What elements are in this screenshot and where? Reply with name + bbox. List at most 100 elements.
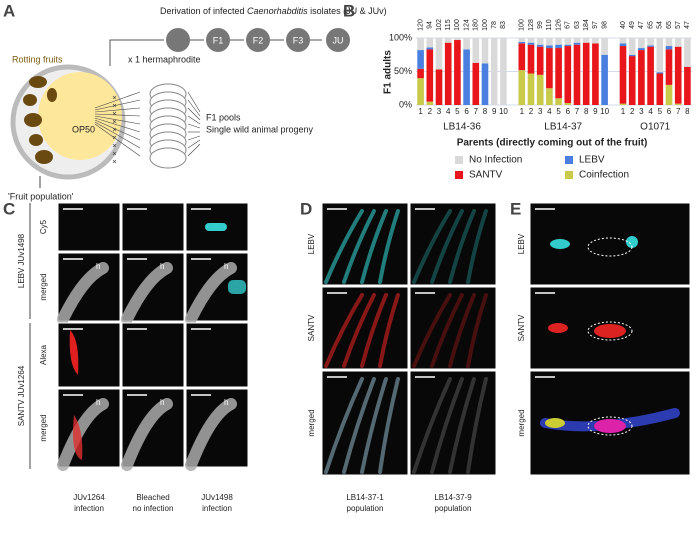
bar-segment [638,38,645,49]
panel-letter: B [343,1,355,20]
bar-segment [674,38,682,47]
pool-line [94,107,141,113]
micrograph [121,322,185,388]
pool-arrow [187,139,201,149]
bar-segment [546,48,553,89]
bar-segment [444,42,452,105]
total-label: 67 [565,21,572,29]
legend-label: SANTV [469,170,503,181]
cross [112,103,117,108]
node-label: JU [333,35,344,45]
worm [324,293,364,368]
bar-segment [417,78,424,105]
bar-segment [518,42,526,44]
outline [587,416,633,436]
worm [57,262,109,325]
bar-segment [656,73,664,105]
bar-segment [518,43,526,71]
x-tick-label: 8 [685,107,690,116]
bar-segment [536,44,544,47]
signal [73,415,83,460]
x-tick-label: 4 [547,107,552,116]
lineage [109,39,322,66]
total-label: 57 [675,21,682,29]
legend-swatch [455,156,463,164]
pool-line [94,123,141,157]
channel-label: merged [39,414,48,441]
label: F1 pools [206,112,241,122]
legend-label: No Infection [469,155,522,166]
bar-segment [647,38,654,46]
bar-segment [582,42,590,105]
bar-segment [555,98,562,105]
bar-segment [426,49,434,102]
worm [121,398,173,471]
worm [378,293,400,368]
cross [112,111,117,116]
pool-lines [94,91,201,164]
worm [342,377,376,474]
x-tick-label: 2 [630,107,635,116]
group-label: LB14-37 [544,122,582,133]
row-group-label: LEBV JUv1498 [17,233,26,288]
bar-segment [582,38,590,43]
worm [430,209,464,284]
total-label: 65 [666,21,673,29]
bacteria-lawn [38,72,122,160]
bar-segment [628,56,636,105]
bar-segment [628,54,636,57]
title-part: isolates (JU & JUv) [308,6,387,16]
total-label: 49 [629,21,636,29]
total-label: 128 [528,19,535,31]
pools [149,83,187,169]
bar-segment [674,46,682,104]
cross [112,151,117,156]
bar-segment [536,46,544,75]
total-label: 99 [537,21,544,29]
total-label: 47 [638,21,645,29]
arrow-label: h [96,398,100,407]
panel-letter: A [3,1,15,20]
signal [545,418,565,428]
worm [412,377,452,474]
worm [378,209,400,284]
micrograph [121,202,185,252]
bar-segment [564,102,572,105]
bar-segment [518,70,526,105]
bar-segment [619,43,627,47]
panel-letter: E [510,199,521,218]
column-label: infection [202,504,232,513]
bar-segment [564,44,572,47]
column-label: Bleached [136,493,169,502]
bar-segment [417,68,424,79]
x-axis-label: Parents (directly coming out of the frui… [457,138,648,149]
node [286,28,310,52]
signal [550,239,570,249]
micrograph [121,388,185,468]
bar-segment [647,45,654,47]
bar-segment [656,38,664,73]
x-tick-label: 7 [474,107,479,116]
x-tick-label: 1 [418,107,423,116]
micrograph [57,202,121,252]
label: 'Fruit population' [8,191,74,201]
pool-line [94,113,141,117]
bar-segment [555,44,562,49]
x-tick-label: 6 [566,107,571,116]
worm [342,209,376,284]
bar-segment [463,38,470,50]
total-label: 65 [647,21,654,29]
total-label: 184 [583,19,590,31]
bar-segment [619,103,627,105]
worm [185,398,237,471]
label: x 1 hermaphrodite [128,54,201,64]
cross [112,143,117,148]
bar-segment [546,38,553,46]
column-label: infection [74,504,104,513]
node [326,28,350,52]
bar-segment [638,48,645,51]
bar-segment [601,54,608,105]
group-label: LB14-36 [443,122,481,133]
bar-segment [472,38,480,63]
